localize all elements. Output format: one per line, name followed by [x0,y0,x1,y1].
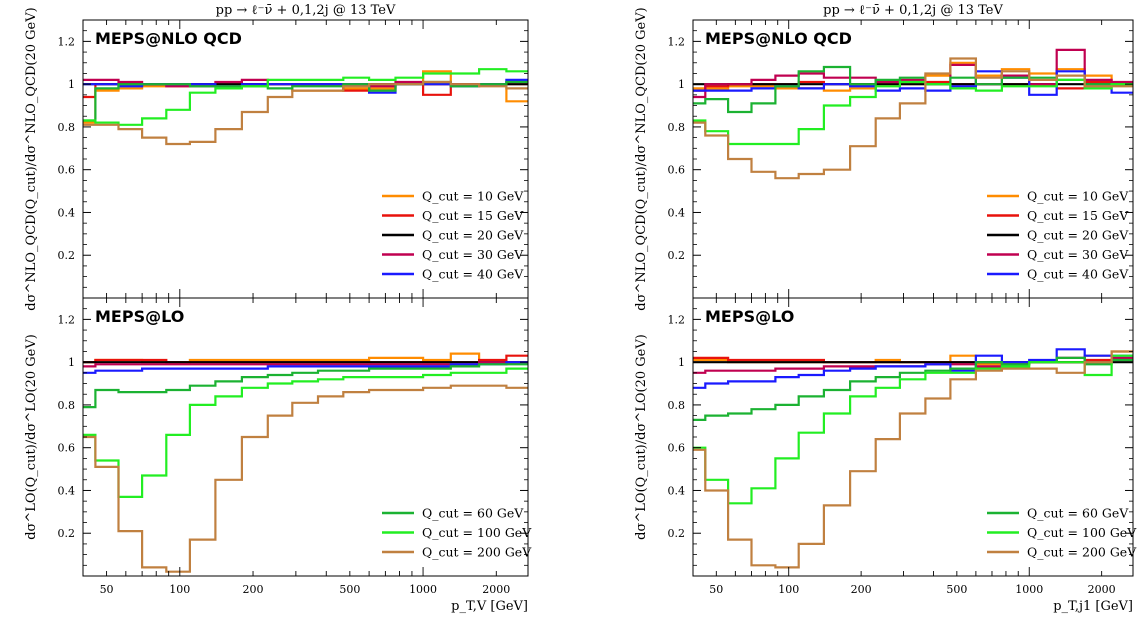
y-tick-label: 0.2 [58,249,76,262]
y-tick-label: 0.2 [58,527,76,540]
y-tick-label: 1 [678,78,685,91]
chart-title: pp → ℓ⁻ν̄ + 0,1,2j @ 13 TeV [216,3,396,18]
series-line-2-5 [693,65,1133,114]
y-tick-label: 1 [678,356,685,369]
legend-entry: Q_cut = 200 GeV [1027,545,1137,560]
y-tick-label: 1.2 [58,313,76,326]
y-tick-label: 0.6 [58,442,76,455]
legend: Q_cut = 60 GeV Q_cut = 100 GeV Q_cut = 200… [382,506,532,560]
legend-entry: Q_cut = 100 GeV [422,525,532,540]
panel-label: MEPS@NLO QCD [95,29,242,48]
y-tick-label: 1 [68,78,75,91]
legend-entry: Q_cut = 10 GeV [1027,189,1129,204]
chart-panel-right-top: 0.2 0.4 0.6 0.8 1 1.2 pp → ℓ⁻ν̄ + 0,1,2j @ 13 … [634,3,1134,311]
y-tick-label: 0.8 [58,121,76,134]
panel-label: MEPS@NLO QCD [705,29,852,48]
series-line-3-7 [693,350,1133,569]
y-tick-label: 0.2 [668,249,686,262]
y-tick-label: 0.2 [668,527,686,540]
y-tick-label: 1.2 [58,35,76,48]
series-line-2-6 [693,78,1133,146]
y-tick-label: 0.8 [58,399,76,412]
x-tick-label: 200 [243,583,264,596]
x-tick-label: 200 [851,583,872,596]
y-tick-label: 0.6 [668,164,686,177]
series-line-1-7 [83,384,528,573]
legend-entry: Q_cut = 20 GeV [1027,228,1129,243]
series-line-2-3 [693,48,1133,99]
legend-entry: Q_cut = 20 GeV [422,228,524,243]
x-tick-label: 100 [169,583,190,596]
series-line-3-6 [693,354,1133,505]
panel-label: MEPS@LO [705,307,794,326]
x-tick-label: 1000 [1015,583,1043,596]
series-line-0-7 [83,80,528,146]
x-tick-label: 100 [778,583,799,596]
plot-area [693,348,1133,569]
plot-area [83,68,528,146]
panel-label: MEPS@LO [95,307,184,326]
y-tick-label: 0.6 [668,442,686,455]
legend-entry: Q_cut = 30 GeV [422,247,524,262]
chart-title: pp → ℓ⁻ν̄ + 0,1,2j @ 13 TeV [823,3,1003,18]
y-tick-label: 1.2 [668,35,686,48]
legend-entry: Q_cut = 60 GeV [1027,506,1129,521]
legend-entry: Q_cut = 15 GeV [422,208,524,223]
x-tick-label: 500 [339,583,360,596]
y-tick-label: 1 [68,356,75,369]
x-tick-label: 50 [709,583,723,596]
x-tick-label: 1000 [409,583,437,596]
legend-entry: Q_cut = 60 GeV [422,506,524,521]
y-tick-label: 0.4 [58,206,76,219]
legend: Q_cut = 10 GeV Q_cut = 15 GeV Q_cut = 20 G… [987,189,1129,282]
y-tick-label: 0.4 [668,484,686,497]
y-tick-label: 0.6 [58,164,76,177]
series-line-1-5 [83,363,528,409]
y-tick-label: 0.4 [58,484,76,497]
legend-entry: Q_cut = 200 GeV [422,545,532,560]
y-tick-label: 1.2 [668,313,686,326]
y-axis-label: dσ^NLO_QCD(Q_cut)/dσ^NLO_QCD(20 GeV) [24,7,39,310]
plot-area [83,352,528,573]
chart-panel-left-top: 0.2 0.4 0.6 0.8 1 1.2 pp → ℓ⁻ν̄ + 0,1,2j @ 13 … [24,3,529,311]
y-axis-label: dσ^LO(Q_cut)/dσ^LO(20 GeV) [634,334,649,540]
y-tick-label: 0.8 [668,399,686,412]
y-tick-label: 0.8 [668,121,686,134]
legend-entry: Q_cut = 100 GeV [1027,525,1137,540]
series-line-1-6 [83,367,528,498]
legend-entry: Q_cut = 15 GeV [1027,208,1129,223]
y-tick-label: 0.4 [668,206,686,219]
plot-area [693,48,1133,180]
series-line-0-6 [83,68,528,126]
legend-entry: Q_cut = 30 GeV [1027,247,1129,262]
series-line-0-5 [83,80,528,122]
x-tick-label: 2000 [482,583,510,596]
legend: Q_cut = 60 GeV Q_cut = 100 GeV Q_cut = 200… [987,506,1137,560]
legend-entry: Q_cut = 10 GeV [422,189,524,204]
x-tick-label: 2000 [1088,583,1116,596]
x-axis-label: p_T,V [GeV] [451,599,528,614]
series-line-1-4 [83,361,528,374]
x-tick-label: 500 [946,583,967,596]
chart-panel-left-bottom: 0.2 0.4 0.6 0.8 1 1.2 50 100 200 500 1000 2000 p_T,V… [24,297,532,614]
legend: Q_cut = 10 GeV Q_cut = 15 GeV Q_cut = 20 G… [382,189,524,282]
series-line-2-7 [693,57,1133,180]
legend-entry: Q_cut = 40 GeV [1027,267,1129,282]
series-line-3-4 [693,348,1133,389]
chart-panel-right-bottom: 0.2 0.4 0.6 0.8 1 1.2 50 100 200 500 1000 2000 p_T,j… [634,297,1137,614]
y-axis-label: dσ^LO(Q_cut)/dσ^LO(20 GeV) [24,334,39,540]
y-axis-label: dσ^NLO_QCD(Q_cut)/dσ^NLO_QCD(20 GeV) [634,7,649,310]
x-tick-label: 50 [100,583,114,596]
x-axis-label: p_T,j1 [GeV] [1053,599,1133,614]
legend-entry: Q_cut = 40 GeV [422,267,524,282]
